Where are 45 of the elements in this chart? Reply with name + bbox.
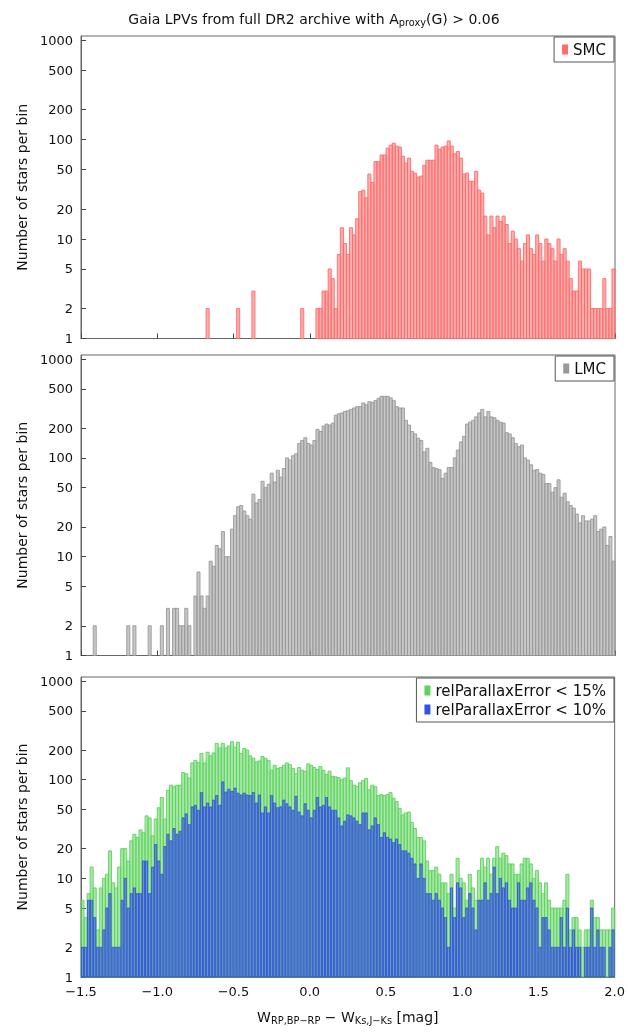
- y-tick-label: 10: [56, 549, 73, 565]
- y-tick-label: 2: [64, 618, 73, 634]
- y-tick-label: 20: [56, 201, 73, 217]
- y-tick-label: 50: [56, 162, 73, 178]
- y-tick-label: 200: [48, 420, 73, 436]
- x-tick-label: −0.5: [217, 984, 250, 999]
- y-tick-label: 500: [48, 703, 73, 719]
- y-tick-label: 20: [56, 841, 73, 857]
- y-tick-label: 1: [64, 648, 73, 663]
- y-tick-label: 10: [56, 870, 73, 886]
- y-tick-label: 100: [48, 772, 73, 788]
- y-tick-label: 20: [56, 519, 73, 535]
- x-tick-label: 1.0: [451, 984, 473, 999]
- legend-label: relParallaxError < 15%: [435, 681, 607, 700]
- y-axis-title: Number of stars per bin: [14, 103, 31, 271]
- y-tick-label: 50: [56, 480, 73, 496]
- y-tick-label: 500: [48, 381, 73, 397]
- y-tick-label: 100: [48, 132, 73, 148]
- x-tick-label: 0.0: [299, 984, 321, 999]
- legend-label: SMC: [573, 40, 606, 59]
- y-axis-title: Number of stars per bin: [14, 421, 31, 589]
- y-tick-label: 500: [48, 62, 73, 78]
- y-tick-label: 5: [64, 578, 73, 594]
- y-tick-label: 100: [48, 450, 73, 466]
- x-tick-label: −1.5: [65, 984, 97, 999]
- y-axis-title: Number of stars per bin: [14, 743, 31, 911]
- y-tick-label: 5: [64, 900, 73, 916]
- y-tick-label: 2: [64, 939, 73, 955]
- x-tick-label: −1.0: [141, 984, 174, 999]
- legend-label: relParallaxError < 10%: [435, 700, 607, 719]
- y-tick-label: 50: [56, 801, 73, 817]
- x-tick-label: 2.0: [604, 984, 626, 999]
- x-tick-label: 0.5: [375, 984, 397, 999]
- y-tick-label: 1000: [39, 673, 73, 689]
- y-tick-label: 5: [64, 261, 73, 277]
- y-tick-label: 1: [64, 331, 73, 346]
- y-tick-label: 1000: [39, 351, 73, 367]
- y-tick-label: 200: [48, 102, 73, 118]
- y-tick-label: 2: [64, 301, 73, 317]
- x-tick-label: 1.5: [528, 984, 549, 999]
- legend-label: LMC: [574, 359, 607, 378]
- y-tick-label: 10: [56, 231, 73, 247]
- y-tick-label: 1: [64, 969, 73, 985]
- y-tick-label: 200: [48, 742, 73, 758]
- y-tick-label: 1000: [39, 32, 73, 48]
